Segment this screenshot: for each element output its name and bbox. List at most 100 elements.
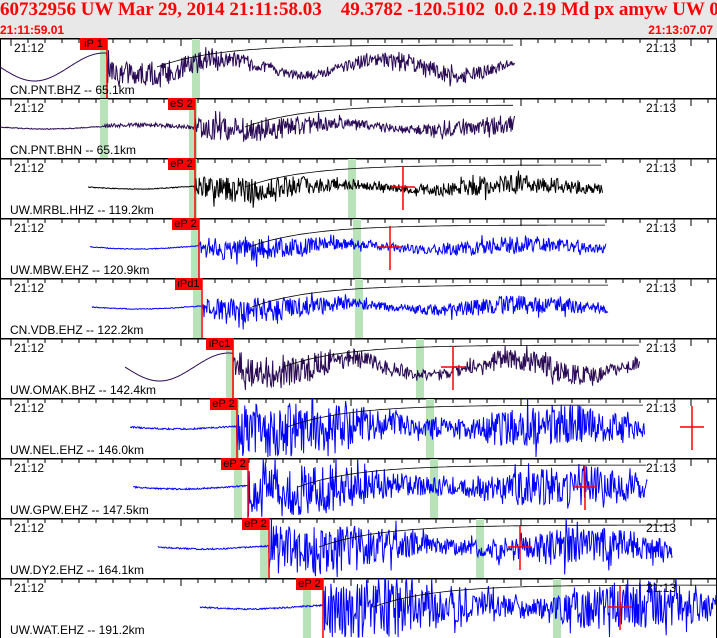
seismogram-panel[interactable]: 21:12 21:13 CN.VDB.EHZ -- 122.2km iPd1 bbox=[0, 278, 717, 338]
station-label: UW.GPW.EHZ -- 147.5km bbox=[10, 503, 149, 517]
waveform-plot bbox=[0, 578, 717, 638]
phase-window-band bbox=[193, 279, 201, 338]
seismogram-panel[interactable]: 21:12 21:13 UW.GPW.EHZ -- 147.5km eP 2 bbox=[0, 458, 717, 518]
time-label-left: 21:12 bbox=[14, 281, 45, 295]
waveform-plot bbox=[0, 338, 717, 398]
phase-window-band bbox=[100, 39, 108, 98]
station-label: UW.DY2.EHZ -- 164.1km bbox=[10, 563, 145, 577]
time-label-right: 21:13 bbox=[646, 161, 677, 175]
phase-window-band bbox=[355, 279, 363, 338]
time-label-left: 21:12 bbox=[14, 41, 45, 55]
phase-window-band bbox=[416, 339, 424, 398]
time-label-left: 21:12 bbox=[14, 161, 45, 175]
seismic-trace bbox=[0, 47, 515, 88]
phase-window-band bbox=[191, 219, 199, 278]
seismic-trace bbox=[133, 458, 648, 518]
seismic-trace bbox=[157, 518, 673, 578]
station-label: UW.NEL.EHZ -- 146.0km bbox=[10, 443, 145, 457]
time-label-right: 21:13 bbox=[646, 41, 677, 55]
coda-decay-curve bbox=[372, 584, 717, 608]
phase-window-band bbox=[353, 219, 361, 278]
seismogram-panel[interactable]: 21:12 21:13 UW.DY2.EHZ -- 164.1km eP 2 bbox=[0, 518, 717, 578]
station-label: UW.OMAK.BHZ -- 142.4km bbox=[10, 383, 157, 397]
coda-decay-curve bbox=[244, 164, 601, 188]
coda-decay-curve bbox=[251, 284, 608, 308]
time-label-right: 21:13 bbox=[646, 521, 677, 535]
time-label-left: 21:12 bbox=[14, 341, 45, 355]
time-label-right: 21:13 bbox=[646, 341, 677, 355]
window-end-time: 21:13:07.07 bbox=[648, 23, 713, 37]
seismogram-panel[interactable]: 21:12 21:13 CN.PNT.BHZ -- 65.1km iP 1 bbox=[0, 38, 717, 98]
seismogram-panel[interactable]: 21:12 21:13 CN.PNT.BHN -- 65.1km eS 2 bbox=[0, 98, 717, 158]
phase-pick-label[interactable]: eP 2 bbox=[221, 458, 248, 470]
phase-window-band bbox=[260, 519, 268, 578]
phase-window-band bbox=[226, 339, 234, 398]
station-label: CN.PNT.BHN -- 65.1km bbox=[10, 143, 137, 157]
station-label: CN.PNT.BHZ -- 65.1km bbox=[10, 83, 135, 97]
seismic-trace bbox=[199, 578, 717, 638]
waveform-plot bbox=[0, 158, 717, 218]
time-label-right: 21:13 bbox=[646, 221, 677, 235]
time-label-left: 21:12 bbox=[14, 461, 45, 475]
seismic-trace bbox=[91, 292, 609, 330]
waveform-plot bbox=[0, 398, 717, 458]
coda-decay-curve bbox=[297, 464, 646, 488]
time-label-right: 21:13 bbox=[646, 461, 677, 475]
phase-window-band bbox=[100, 99, 108, 158]
phase-pick-label[interactable]: iP 1 bbox=[80, 38, 107, 50]
time-label-left: 21:12 bbox=[14, 101, 45, 115]
seismogram-panel[interactable]: 21:12 21:13 UW.MBW.EHZ -- 120.9km eP 2 bbox=[0, 218, 717, 278]
time-label-right: 21:13 bbox=[646, 401, 677, 415]
station-label: UW.MBW.EHZ -- 120.9km bbox=[10, 263, 150, 277]
phase-window-band bbox=[303, 579, 311, 638]
phase-window-band bbox=[189, 159, 197, 218]
seismic-trace bbox=[0, 110, 515, 142]
window-start-time: 21:11:59.01 bbox=[0, 23, 65, 37]
phase-window-band bbox=[430, 459, 438, 518]
coda-decay-curve bbox=[282, 344, 639, 368]
waveform-plot bbox=[0, 98, 717, 158]
coda-decay-curve bbox=[318, 524, 671, 548]
phase-pick-label[interactable]: eP 2 bbox=[242, 518, 269, 530]
time-label-right: 21:13 bbox=[646, 281, 677, 295]
seismogram-panel[interactable]: 21:12 21:13 UW.NEL.EHZ -- 146.0km eP 2 bbox=[0, 398, 717, 458]
phase-pick-label[interactable]: eP 2 bbox=[172, 218, 199, 230]
coda-decay-curve bbox=[156, 44, 513, 68]
phase-pick-label[interactable]: eP 2 bbox=[168, 158, 195, 170]
seismic-trace bbox=[87, 170, 603, 208]
seismogram-panel[interactable]: 21:12 21:13 UW.MRBL.HHZ -- 119.2km eP 2 bbox=[0, 158, 717, 218]
waveform-plot bbox=[0, 38, 717, 98]
waveform-plot bbox=[0, 218, 717, 278]
event-header: 60732956 UW Mar 29, 2014 21:11:58.03 49.… bbox=[0, 0, 717, 38]
phase-window-band bbox=[234, 459, 242, 518]
phase-window-band bbox=[476, 519, 484, 578]
station-label: UW.WAT.EHZ -- 191.2km bbox=[10, 623, 145, 637]
coda-decay-curve bbox=[244, 104, 513, 128]
station-label: UW.MRBL.HHZ -- 119.2km bbox=[10, 203, 154, 217]
seismogram-panel[interactable]: 21:12 21:13 UW.WAT.EHZ -- 191.2km eP 2 bbox=[0, 578, 717, 638]
phase-pick-label[interactable]: iPd1 bbox=[175, 278, 202, 290]
seismic-trace bbox=[89, 234, 607, 267]
time-label-left: 21:12 bbox=[14, 401, 45, 415]
seismic-trace bbox=[129, 398, 645, 458]
phase-pick-label[interactable]: eS 2 bbox=[168, 98, 195, 110]
time-label-left: 21:12 bbox=[14, 221, 45, 235]
time-label-left: 21:12 bbox=[14, 581, 45, 595]
station-label: CN.VDB.EHZ -- 122.2km bbox=[10, 323, 144, 337]
waveform-plot bbox=[0, 458, 717, 518]
phase-window-band bbox=[192, 39, 200, 98]
phase-pick-label[interactable]: eP 2 bbox=[296, 578, 323, 590]
phase-pick-label[interactable]: eP 2 bbox=[210, 398, 237, 410]
time-label-right: 21:13 bbox=[646, 581, 677, 595]
seismic-trace bbox=[124, 345, 640, 391]
coda-decay-curve bbox=[286, 404, 643, 428]
event-title: 60732956 UW Mar 29, 2014 21:11:58.03 49.… bbox=[0, 0, 717, 20]
phase-window-band bbox=[231, 399, 239, 458]
seismogram-panel[interactable]: 21:12 21:13 UW.OMAK.BHZ -- 142.4km iPc1 bbox=[0, 338, 717, 398]
waveform-plot bbox=[0, 278, 717, 338]
coda-decay-curve bbox=[248, 224, 605, 248]
time-label-left: 21:12 bbox=[14, 521, 45, 535]
time-label-right: 21:13 bbox=[646, 101, 677, 115]
seismogram-panels: 21:12 21:13 CN.PNT.BHZ -- 65.1km iP 1 21:12 2… bbox=[0, 38, 717, 638]
phase-pick-label[interactable]: iPc1 bbox=[206, 338, 233, 350]
